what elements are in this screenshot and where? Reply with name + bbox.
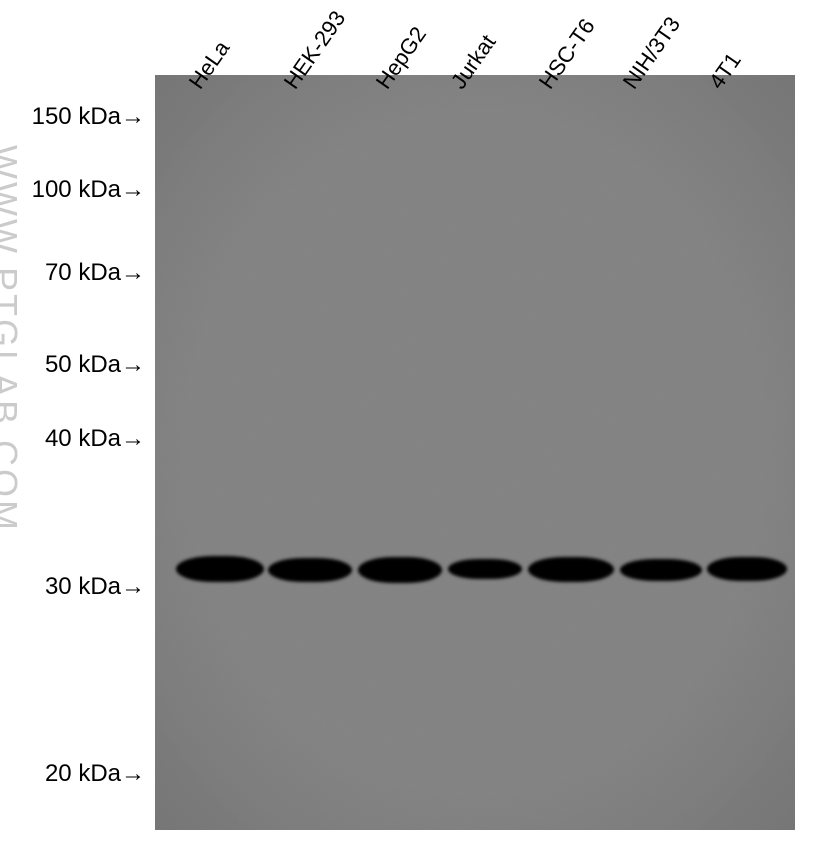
figure-container: HeLaHEK-293HepG2JurkatHSC-T6NIH/3T34T1 1… <box>0 0 820 850</box>
protein-band <box>707 557 787 581</box>
blot-background <box>155 75 795 830</box>
mw-marker-label: 150 kDa→ <box>0 103 145 131</box>
protein-band <box>528 557 614 582</box>
mw-marker-label: 20 kDa→ <box>0 760 145 788</box>
protein-band <box>448 559 522 579</box>
protein-band <box>176 556 264 582</box>
protein-band <box>358 557 442 583</box>
watermark-text: WWW.PTGLAB.COM <box>0 145 25 533</box>
protein-band <box>620 559 702 581</box>
protein-band <box>268 558 352 582</box>
mw-marker-label: 30 kDa→ <box>0 573 145 601</box>
blot-membrane <box>155 75 795 830</box>
